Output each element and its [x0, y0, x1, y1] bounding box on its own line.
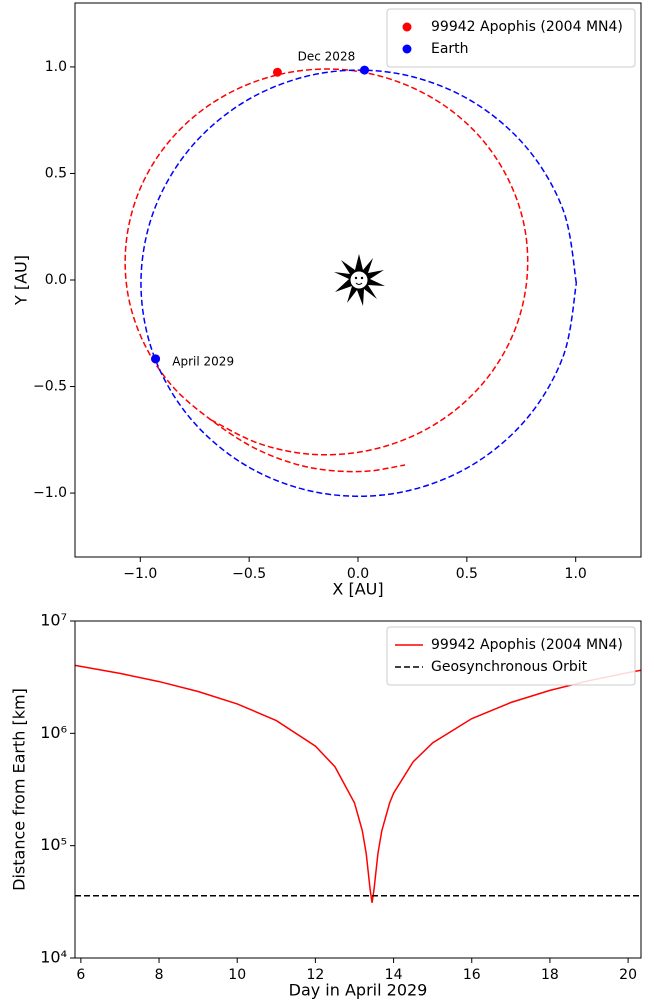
plot-frame	[74, 2, 642, 558]
y-tick-label: −0.5	[33, 379, 67, 395]
x-tick-label: 10	[228, 967, 246, 983]
point	[272, 67, 282, 77]
legend-marker	[402, 22, 412, 32]
plot-scatter: −1.0 −0.5 0.0 0.5 1.0 −1.0 −0.5 0.0 0.5 1.0 X [AU]…	[12, 2, 642, 599]
y-axis-label: Distance from Earth [km]	[10, 688, 29, 891]
x-tick-label: 6	[76, 967, 85, 983]
legend-label: 99942 Apophis (2004 MN4)	[431, 637, 623, 653]
x-tick-label: 0.0	[347, 566, 369, 582]
annotation: April 2029	[172, 354, 234, 368]
y-tick-label: 10⁷	[40, 611, 67, 630]
point	[360, 65, 370, 75]
plot-frame	[74, 620, 642, 959]
x-axis-label: X [AU]	[332, 580, 383, 599]
y-axis-label: Y [AU]	[12, 255, 31, 306]
annotation: Dec 2028	[298, 49, 356, 63]
legend-marker	[402, 44, 412, 54]
legend-box	[386, 626, 636, 686]
point	[151, 354, 161, 364]
y-tick-label: 10⁴	[40, 948, 67, 967]
x-tick-label: 1.0	[565, 566, 587, 582]
y-tick-label: 1.0	[45, 59, 67, 75]
y-tick-label: 10⁶	[40, 723, 67, 742]
orbit-line	[140, 69, 578, 497]
y-tick-label: 10⁵	[40, 835, 67, 854]
x-tick-label: 14	[385, 967, 403, 983]
orbit-line	[124, 68, 529, 473]
plot-line: 6 8 10 12 14 16 18 20 10⁴ 10⁵ 10⁶ 10⁷ Day in April 2…	[10, 611, 642, 1000]
plot-area	[124, 65, 578, 497]
x-tick-label: 18	[541, 967, 559, 983]
sun-icon	[334, 254, 385, 306]
x-tick-label: −0.5	[232, 566, 266, 582]
legend: 99942 Apophis (2004 MN4) Earth	[386, 8, 636, 68]
y-tick-label: 0.0	[45, 272, 67, 288]
x-axis-label: Day in April 2029	[289, 981, 428, 1000]
legend-label: 99942 Apophis (2004 MN4)	[431, 19, 623, 35]
x-tick-label: 20	[619, 967, 637, 983]
x-tick-label: −1.0	[123, 566, 157, 582]
x-tick-label: 8	[155, 967, 164, 983]
x-tick-label: 12	[306, 967, 324, 983]
y-tick-label: 0.5	[45, 165, 67, 181]
x-tick-label: 16	[463, 967, 481, 983]
legend: 99942 Apophis (2004 MN4) Geosynchronous O…	[386, 626, 636, 686]
series-line	[75, 664, 641, 903]
legend-box	[386, 8, 636, 68]
plot-area	[75, 664, 641, 903]
legend-label: Geosynchronous Orbit	[431, 659, 588, 675]
x-tick-label: 0.5	[456, 566, 478, 582]
legend-label: Earth	[431, 41, 469, 57]
y-tick-label: −1.0	[33, 485, 67, 501]
